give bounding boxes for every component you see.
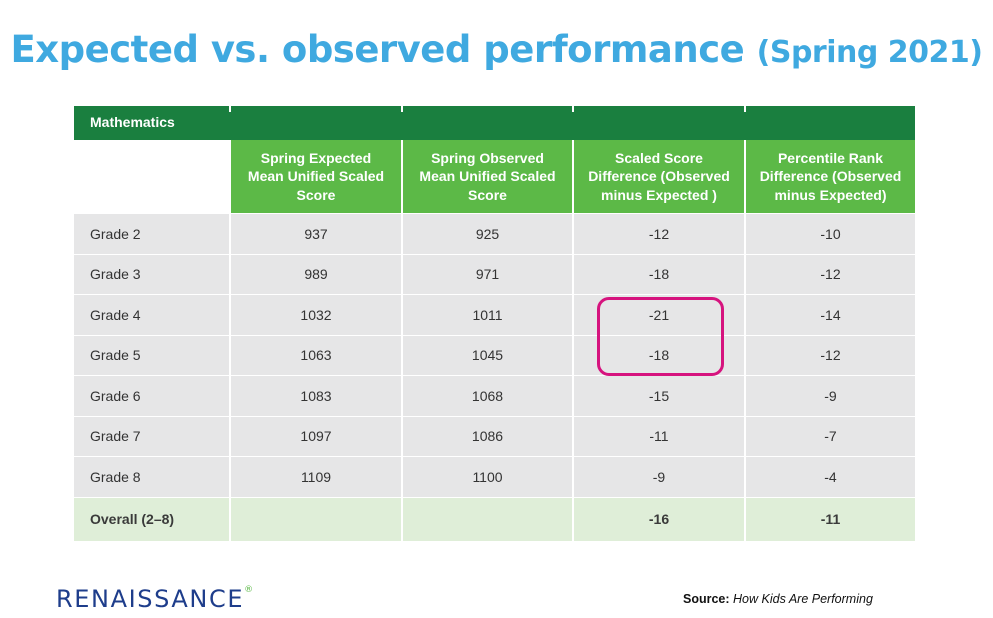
- table-row: Grade 2 937 925 -12 -10: [74, 213, 915, 254]
- observed-cell: 1100: [401, 457, 572, 497]
- total-scaled-diff-cell: -16: [572, 497, 744, 541]
- total-expected-cell: [229, 497, 401, 541]
- highlight-box: [597, 297, 724, 376]
- percentile-diff-cell: -12: [744, 335, 915, 375]
- percentile-diff-cell: -12: [744, 254, 915, 294]
- grade-cell: Grade 7: [74, 416, 229, 456]
- expected-cell: 1063: [229, 335, 401, 375]
- total-percentile-diff-cell: -11: [744, 497, 915, 541]
- expected-cell: 1032: [229, 295, 401, 335]
- percentile-diff-cell: -10: [744, 214, 915, 254]
- column-divider-tick: [229, 106, 231, 112]
- table-row: Grade 5 1063 1045 -18 -12: [74, 334, 915, 375]
- scaled-diff-cell: -11: [572, 416, 744, 456]
- column-divider-tick: [572, 106, 574, 112]
- grade-cell: Grade 8: [74, 457, 229, 497]
- column-divider-tick: [401, 106, 403, 112]
- observed-cell: 971: [401, 254, 572, 294]
- percentile-diff-cell: -7: [744, 416, 915, 456]
- table-row: Grade 4 1032 1011 -21 -14: [74, 294, 915, 335]
- observed-cell: 1011: [401, 295, 572, 335]
- scaled-diff-cell: -15: [572, 376, 744, 416]
- table-row: Grade 3 989 971 -18 -12: [74, 253, 915, 294]
- scaled-diff-cell: -18: [572, 254, 744, 294]
- grade-cell: Grade 4: [74, 295, 229, 335]
- total-label-cell: Overall (2–8): [74, 497, 229, 541]
- percentile-diff-cell: -9: [744, 376, 915, 416]
- source-value: How Kids Are Performing: [733, 592, 873, 606]
- source-label: Source:: [683, 592, 730, 606]
- expected-cell: 989: [229, 254, 401, 294]
- column-divider-tick: [744, 106, 746, 112]
- percentile-diff-cell: -14: [744, 295, 915, 335]
- observed-cell: 1086: [401, 416, 572, 456]
- section-header: Mathematics: [74, 106, 915, 140]
- renaissance-logo: RENAISSANCE®: [56, 585, 253, 613]
- expected-cell: 1109: [229, 457, 401, 497]
- header-cell-grade: [74, 140, 229, 213]
- observed-cell: 1045: [401, 335, 572, 375]
- table-total-row: Overall (2–8) -16 -11: [74, 496, 915, 541]
- header-cell-percentile-diff: Percentile Rank Difference (Observed min…: [744, 140, 915, 213]
- grade-cell: Grade 5: [74, 335, 229, 375]
- scaled-diff-cell: -9: [572, 457, 744, 497]
- expected-cell: 937: [229, 214, 401, 254]
- title-sub: (Spring 2021): [756, 35, 983, 70]
- registered-mark: ®: [244, 585, 254, 595]
- grade-cell: Grade 3: [74, 254, 229, 294]
- percentile-diff-cell: -4: [744, 457, 915, 497]
- table-row: Grade 8 1109 1100 -9 -4: [74, 456, 915, 497]
- header-cell-observed: Spring Observed Mean Unified Scaled Scor…: [401, 140, 572, 213]
- expected-cell: 1083: [229, 376, 401, 416]
- expected-cell: 1097: [229, 416, 401, 456]
- page-title: Expected vs. observed performance (Sprin…: [0, 28, 993, 71]
- title-main: Expected vs. observed performance: [10, 28, 745, 71]
- section-label: Mathematics: [90, 114, 175, 130]
- total-observed-cell: [401, 497, 572, 541]
- source-note: Source: How Kids Are Performing: [683, 592, 873, 606]
- header-cell-scaled-diff: Scaled Score Difference (Observed minus …: [572, 140, 744, 213]
- observed-cell: 925: [401, 214, 572, 254]
- results-table: Mathematics Spring Expected Mean Unified…: [74, 106, 915, 541]
- observed-cell: 1068: [401, 376, 572, 416]
- grade-cell: Grade 6: [74, 376, 229, 416]
- header-cell-expected: Spring Expected Mean Unified Scaled Scor…: [229, 140, 401, 213]
- logo-text: RENAISSANCE: [56, 585, 245, 613]
- table-row: Grade 6 1083 1068 -15 -9: [74, 375, 915, 416]
- table-row: Grade 7 1097 1086 -11 -7: [74, 415, 915, 456]
- grade-cell: Grade 2: [74, 214, 229, 254]
- table-header-row: Spring Expected Mean Unified Scaled Scor…: [74, 140, 915, 213]
- scaled-diff-cell: -12: [572, 214, 744, 254]
